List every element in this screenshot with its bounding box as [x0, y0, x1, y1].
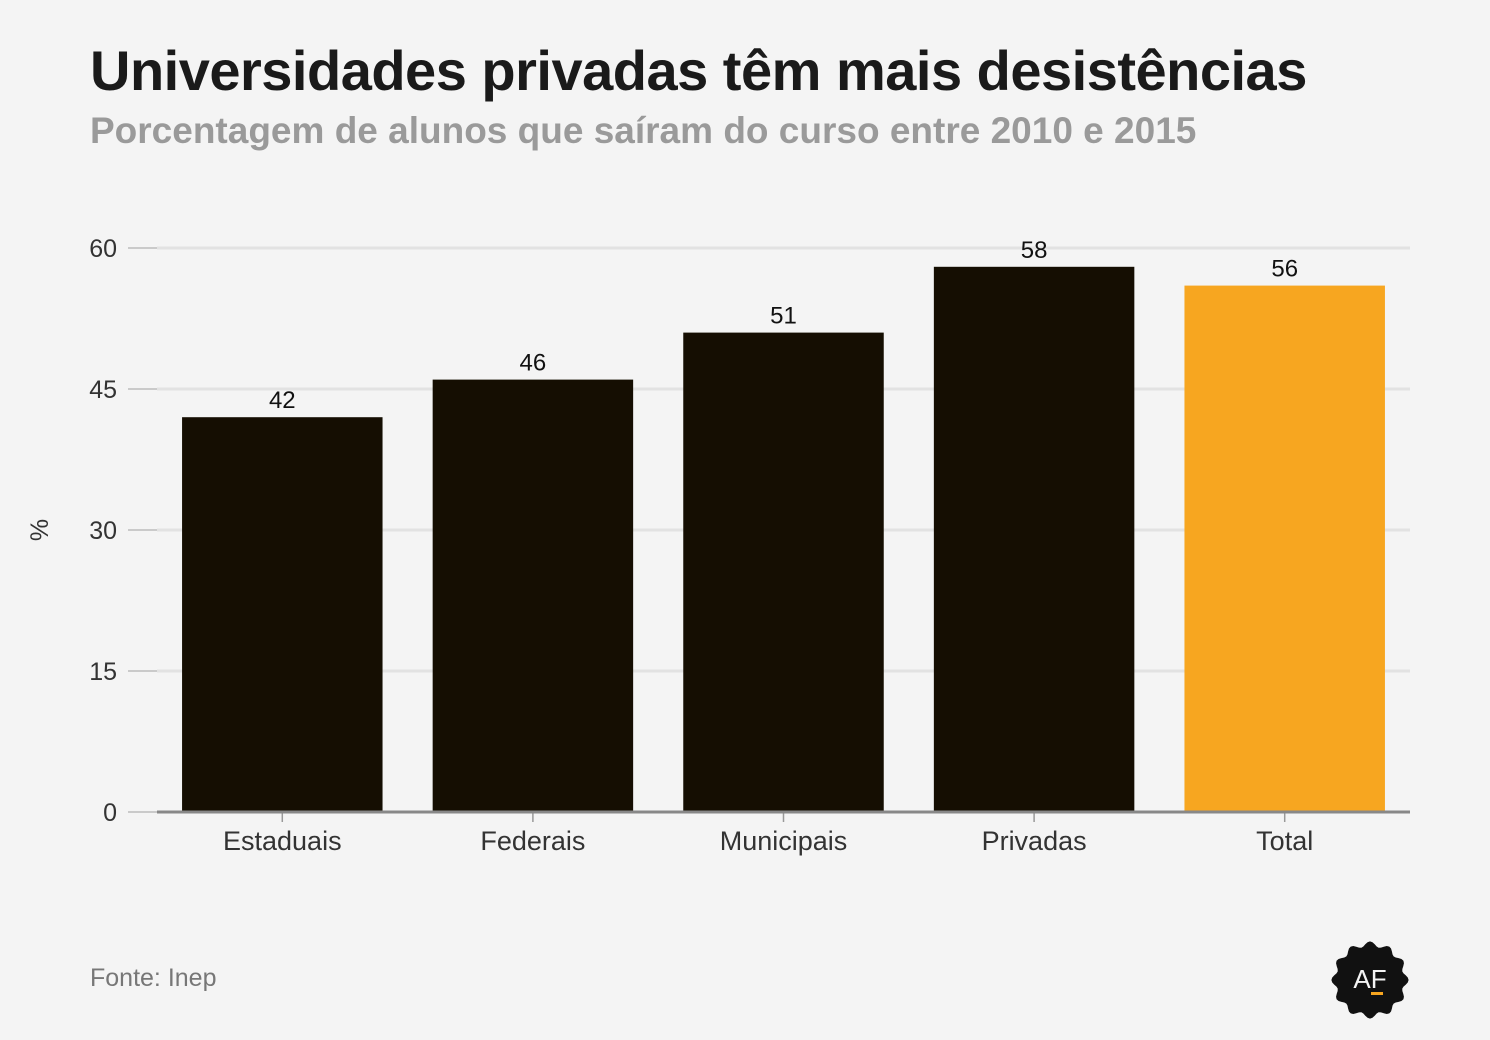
bar-estaduais	[182, 417, 383, 812]
y-tick-label: 60	[89, 235, 117, 263]
bar-total	[1184, 285, 1385, 813]
bar-privadas	[933, 266, 1135, 812]
chart-title: Universidades privadas têm mais desistên…	[90, 39, 1307, 102]
x-tick-label: Privadas	[982, 826, 1087, 856]
bar-municipais	[683, 332, 884, 812]
bar-federais	[432, 379, 634, 812]
data-label: 42	[269, 387, 296, 414]
logo-badge-shape	[1331, 941, 1409, 1019]
brand-logo: AF	[1331, 941, 1409, 1019]
chart-subtitle: Porcentagem de alunos que saíram do curs…	[90, 110, 1197, 151]
y-tick-label: 45	[89, 376, 117, 404]
data-label: 46	[520, 350, 547, 377]
y-tick-label: 15	[89, 658, 117, 686]
x-tick-label: Total	[1256, 826, 1313, 856]
logo-accent	[1371, 992, 1383, 995]
x-tick-label: Municipais	[720, 826, 848, 856]
bars	[182, 266, 1385, 813]
data-label: 51	[770, 303, 797, 330]
y-tick-label: 0	[103, 799, 117, 827]
data-label: 56	[1271, 256, 1298, 283]
y-tick-label: 30	[89, 517, 117, 545]
source-note: Fonte: Inep	[90, 964, 217, 992]
y-axis-label: %	[26, 519, 54, 541]
logo-text: AF	[1353, 964, 1386, 994]
axes: 0 15 30 45 60% Estaduais Federais Municipais Pri…	[26, 235, 1410, 856]
x-tick-label: Estaduais	[223, 826, 342, 856]
x-tick-label: Federais	[480, 826, 585, 856]
data-labels: 42 46 51 58 56	[269, 237, 1298, 414]
data-label: 58	[1021, 237, 1048, 264]
bar-chart: 42 46 51 58 56 0 15 30 45 60% Estaduais Federais Mu…	[26, 235, 1410, 856]
